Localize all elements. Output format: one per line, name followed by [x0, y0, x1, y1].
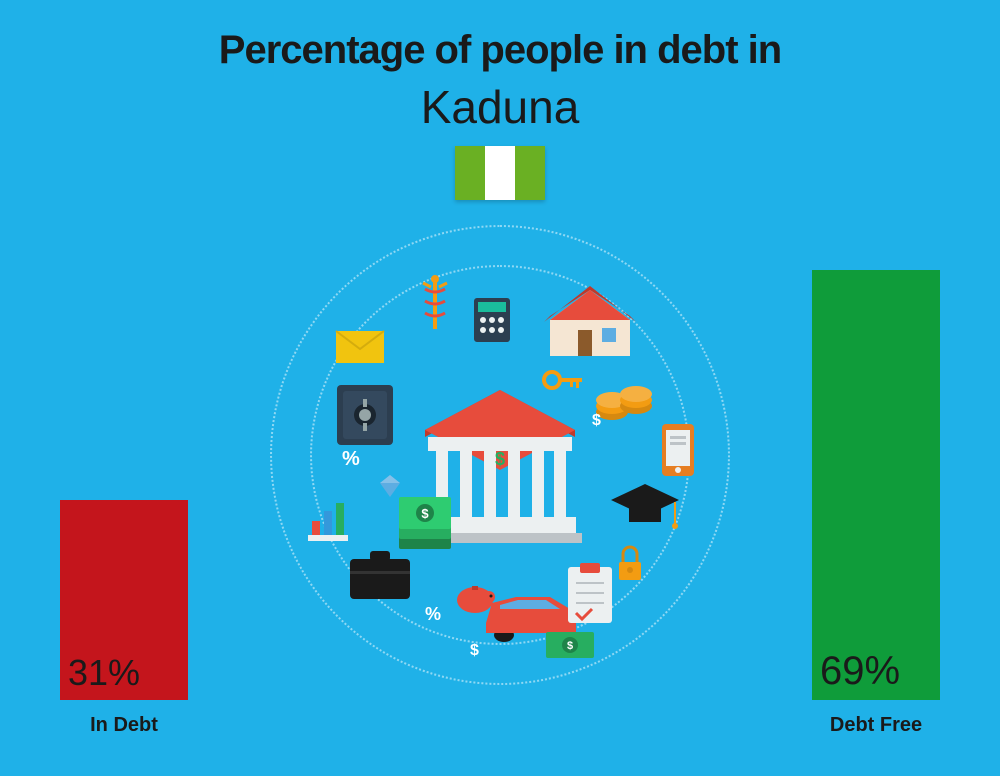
bar-debt-free-container: 69% Debt Free [812, 270, 940, 737]
dollar-symbol-icon: $ [592, 412, 601, 429]
bar-in-debt: 31% [60, 500, 188, 700]
padlock-icon [619, 547, 641, 580]
clipboard-icon [568, 563, 612, 623]
bar-in-debt-label: In Debt [90, 714, 158, 737]
percent-symbol-icon: % [425, 604, 441, 624]
flag-stripe-3 [515, 146, 545, 200]
safe-icon [337, 385, 393, 445]
banknote-icon: $ [546, 632, 594, 658]
bar-in-debt-value: 31% [68, 652, 140, 694]
svg-text:$: $ [567, 640, 573, 652]
bar-chart-mini-icon [308, 503, 348, 541]
envelope-icon [336, 331, 384, 363]
briefcase-icon [350, 551, 410, 599]
smartphone-icon [662, 424, 694, 476]
percent-symbol-icon: % [342, 448, 360, 470]
bar-debt-free-label: Debt Free [830, 714, 922, 737]
caduceus-icon [423, 275, 447, 329]
diamond-icon [380, 475, 400, 497]
svg-text:$: $ [495, 449, 505, 469]
dollar-symbol-icon: $ [470, 642, 479, 659]
graduation-cap-icon [611, 484, 679, 529]
svg-text:$: $ [421, 506, 429, 521]
bar-debt-free: 69% [812, 270, 940, 700]
key-icon [544, 372, 582, 388]
bar-debt-free-value: 69% [820, 649, 900, 694]
calculator-icon [474, 298, 510, 342]
isometric-finance-icons: $ $ [270, 225, 730, 685]
house-icon [544, 286, 636, 356]
bar-in-debt-container: 31% In Debt [60, 500, 188, 737]
page-title: Percentage of people in debt in [0, 28, 1000, 73]
cash-stack-icon: $ [399, 497, 451, 549]
piggy-bank-icon [457, 586, 495, 613]
flag-icon [455, 146, 545, 200]
center-infographic: $ $ [270, 225, 730, 685]
page-subtitle: Kaduna [0, 80, 1000, 134]
flag-stripe-2 [485, 146, 515, 200]
flag-stripe-1 [455, 146, 485, 200]
coins-icon [596, 386, 652, 420]
